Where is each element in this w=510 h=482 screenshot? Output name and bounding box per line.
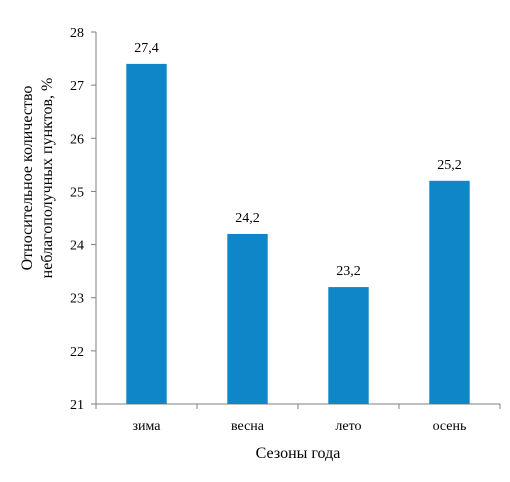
- bar-2: [227, 233, 268, 404]
- x-tick-label: осень: [433, 419, 467, 434]
- y-tick-label: 21: [70, 398, 84, 413]
- data-labels: 27,4 24,2 23,2 25,2: [134, 41, 462, 279]
- y-axis-title-line-2: неблагополучных пунктов, %: [39, 78, 56, 279]
- x-tick-label: лето: [335, 419, 361, 434]
- data-label-2: 24,2: [235, 211, 260, 226]
- data-label-1: 27,4: [134, 41, 159, 56]
- y-tick-label: 25: [70, 185, 84, 200]
- bar-4: [429, 180, 470, 404]
- data-label-3: 23,2: [336, 264, 361, 279]
- y-axis-title-line-1: Относительное количество: [19, 86, 36, 271]
- y-tick-label: 27: [70, 79, 84, 94]
- y-tick-label: 26: [70, 132, 84, 147]
- y-tick-label: 23: [70, 292, 84, 307]
- y-tick-label: 28: [70, 26, 84, 41]
- y-axis: 21 22 23 24 25 26 27 28: [70, 26, 97, 413]
- data-label-4: 25,2: [437, 158, 462, 173]
- y-tick-label: 22: [70, 345, 84, 360]
- x-tick-label: зима: [133, 419, 162, 434]
- bars: [126, 63, 470, 405]
- bar-3: [328, 287, 369, 404]
- y-tick-label: 24: [70, 239, 84, 254]
- bar-1: [126, 63, 167, 405]
- x-axis-title: Сезоны года: [256, 445, 341, 462]
- y-axis-title: Относительное количество неблагополучных…: [19, 78, 56, 279]
- x-axis: зима весна лето осень: [95, 403, 501, 434]
- x-tick-label: весна: [231, 419, 265, 434]
